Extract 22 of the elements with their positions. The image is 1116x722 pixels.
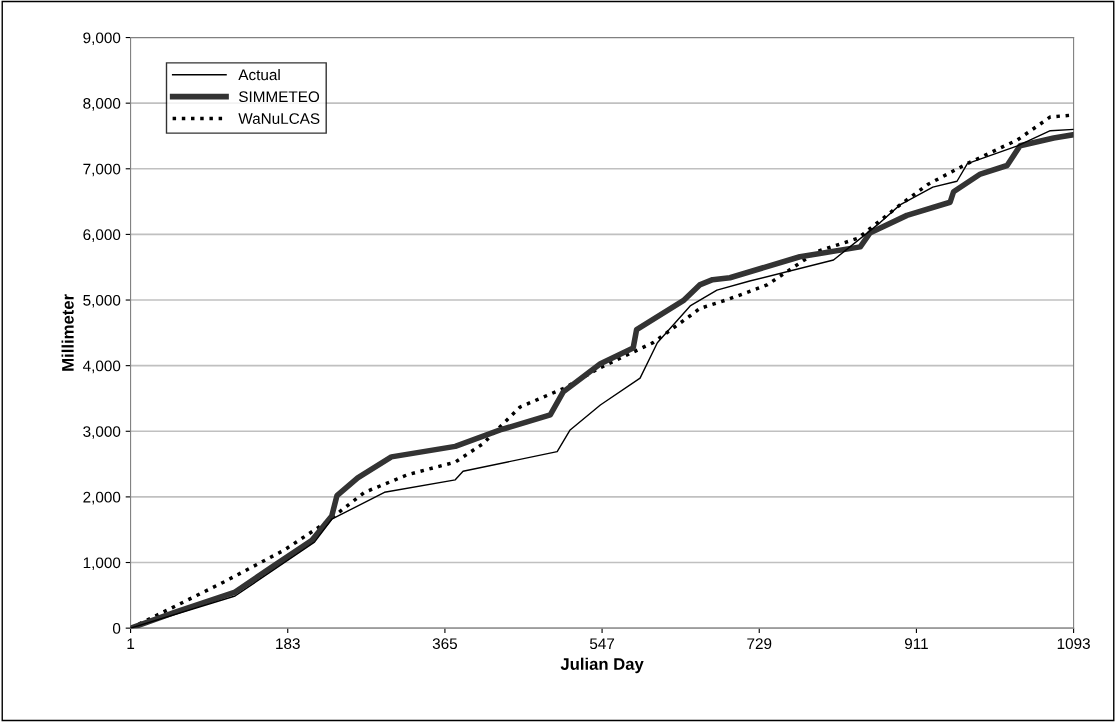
x-tick-label: 547: [589, 638, 615, 650]
x-axis-title: Julian Day: [560, 657, 644, 674]
y-tick-label: 3,000: [83, 426, 121, 439]
legend-label: WaNuLCAS: [238, 113, 320, 124]
y-axis-title: Millimeter: [61, 294, 74, 371]
x-tick-label: 1093: [1057, 638, 1090, 650]
y-tick-label: 4,000: [82, 360, 121, 374]
y-tick-label: 0: [112, 623, 121, 634]
x-tick-label: 1: [127, 638, 135, 649]
x-tick-label: 729: [747, 638, 772, 650]
legend-label: Actual: [238, 69, 280, 81]
y-tick-label: 7,000: [83, 163, 121, 177]
legend-label: SIMMETEO: [239, 91, 320, 103]
y-tick-label: 5,000: [83, 294, 121, 308]
y-tick-label: 9,000: [83, 32, 121, 46]
y-tick-label: 8,000: [83, 98, 121, 111]
x-tick-label: 183: [276, 638, 300, 650]
x-tick-label: 911: [904, 638, 928, 650]
y-tick-label: 6,000: [83, 229, 121, 242]
y-tick-label: 2,000: [83, 491, 121, 505]
y-tick-label: 1,000: [83, 557, 121, 571]
x-tick-label: 365: [432, 638, 458, 650]
